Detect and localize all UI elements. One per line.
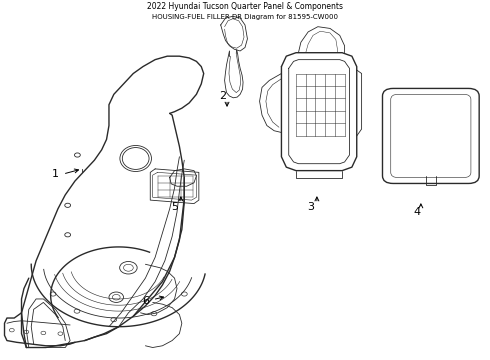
Text: 4: 4 bbox=[414, 207, 421, 217]
Text: 5: 5 bbox=[171, 202, 178, 212]
Text: 1: 1 bbox=[52, 169, 59, 179]
Text: 2022 Hyundai Tucson Quarter Panel & Components: 2022 Hyundai Tucson Quarter Panel & Comp… bbox=[147, 2, 343, 11]
Text: 6: 6 bbox=[142, 296, 149, 306]
Text: HOUSING-FUEL FILLER DR Diagram for 81595-CW000: HOUSING-FUEL FILLER DR Diagram for 81595… bbox=[152, 14, 338, 20]
Text: 2: 2 bbox=[220, 91, 227, 101]
Text: 3: 3 bbox=[307, 202, 314, 212]
